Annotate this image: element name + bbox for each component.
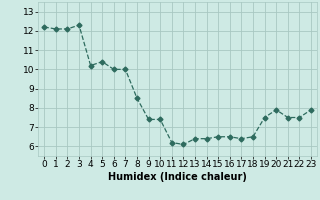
X-axis label: Humidex (Indice chaleur): Humidex (Indice chaleur)	[108, 172, 247, 182]
